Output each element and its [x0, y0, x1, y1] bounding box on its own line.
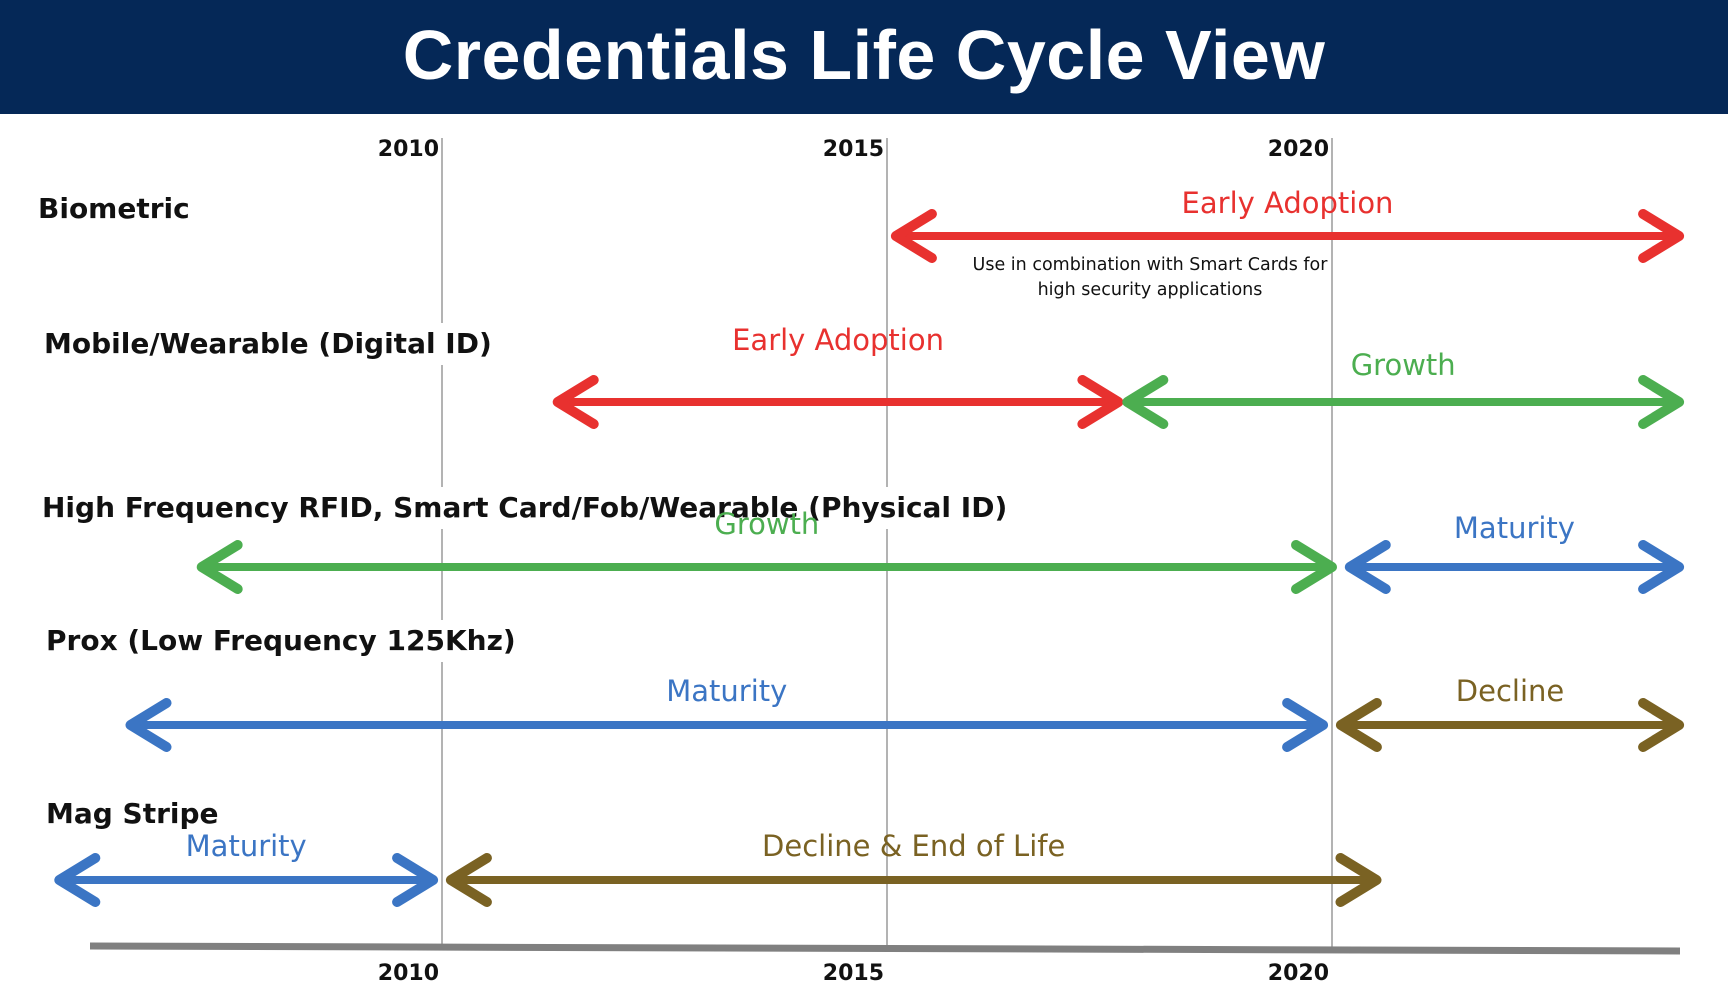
phase-arrow: [552, 375, 1124, 429]
time-axis-line: [89, 942, 1681, 955]
phase-arrow: [54, 853, 439, 907]
row-note-line: high security applications: [1038, 280, 1263, 300]
year-label-mask-top: [380, 132, 440, 162]
row-label-mask: [36, 487, 988, 529]
phase-arrow: [1335, 698, 1685, 752]
phase-arrow-right-head: [1335, 853, 1382, 907]
phase-arrow-left-head: [890, 209, 937, 263]
phase-label: Early Adoption: [1182, 186, 1394, 220]
phase-arrow: [1122, 375, 1685, 429]
row-label-mask: [32, 188, 190, 230]
phase-arrow-right-head: [1638, 375, 1685, 429]
phase-arrow-left-head: [1344, 540, 1391, 594]
phase-arrow-left-head: [445, 853, 492, 907]
phase-arrow-right-head: [1077, 375, 1124, 429]
phase-arrow-right-head: [1638, 209, 1685, 263]
phase-label: Maturity: [1454, 511, 1575, 545]
row-label-mask: [38, 323, 504, 365]
year-label-top: 2020: [1268, 137, 1329, 162]
row-label: Prox (Low Frequency 125Khz): [46, 624, 516, 657]
phase-label: Maturity: [186, 829, 307, 863]
year-label-mask-top: [1270, 132, 1330, 162]
phase-arrow-left-head: [1122, 375, 1169, 429]
row-label: Mobile/Wearable (Digital ID): [44, 327, 492, 360]
phase-arrow-right-head: [392, 853, 439, 907]
year-label-mask-top: [825, 132, 885, 162]
phase-arrow-left-head: [1335, 698, 1382, 752]
year-label-bottom: 2015: [823, 961, 884, 986]
phase-arrow-right-head: [1282, 698, 1329, 752]
title-banner: Credentials Life Cycle View: [0, 0, 1728, 114]
phase-arrow: [445, 853, 1382, 907]
row-label: Mag Stripe: [46, 797, 219, 830]
phase-arrow-left-head: [552, 375, 599, 429]
year-label-bottom: 2010: [378, 961, 439, 986]
row-note-line: Use in combination with Smart Cards for: [973, 255, 1329, 275]
row-label: High Frequency RFID, Smart Card/Fob/Wear…: [42, 491, 1007, 524]
row-label-mask: [40, 793, 214, 835]
phase-arrow: [1344, 540, 1685, 594]
row-label-mask: [40, 620, 506, 662]
phase-label: Early Adoption: [732, 323, 944, 357]
phase-label: Growth: [714, 507, 819, 541]
phase-arrow-left-head: [125, 698, 172, 752]
phase-arrow: [890, 209, 1685, 263]
year-label-top: 2015: [823, 137, 884, 162]
phase-label: Decline: [1456, 674, 1564, 708]
phase-arrow-left-head: [196, 540, 243, 594]
phase-arrow: [125, 698, 1329, 752]
phase-arrow-right-head: [1291, 540, 1337, 594]
page-title: Credentials Life Cycle View: [402, 16, 1326, 94]
phase-label: Maturity: [666, 674, 787, 708]
phase-arrow: [196, 540, 1337, 594]
phase-arrow-right-head: [1638, 698, 1685, 752]
phase-label: Decline & End of Life: [762, 829, 1065, 863]
phase-label: Growth: [1351, 348, 1456, 382]
phase-arrow-left-head: [54, 853, 101, 907]
row-label: Biometric: [38, 192, 190, 225]
phase-arrow-right-head: [1638, 540, 1685, 594]
year-label-bottom: 2020: [1268, 961, 1329, 986]
year-label-top: 2010: [378, 137, 439, 162]
